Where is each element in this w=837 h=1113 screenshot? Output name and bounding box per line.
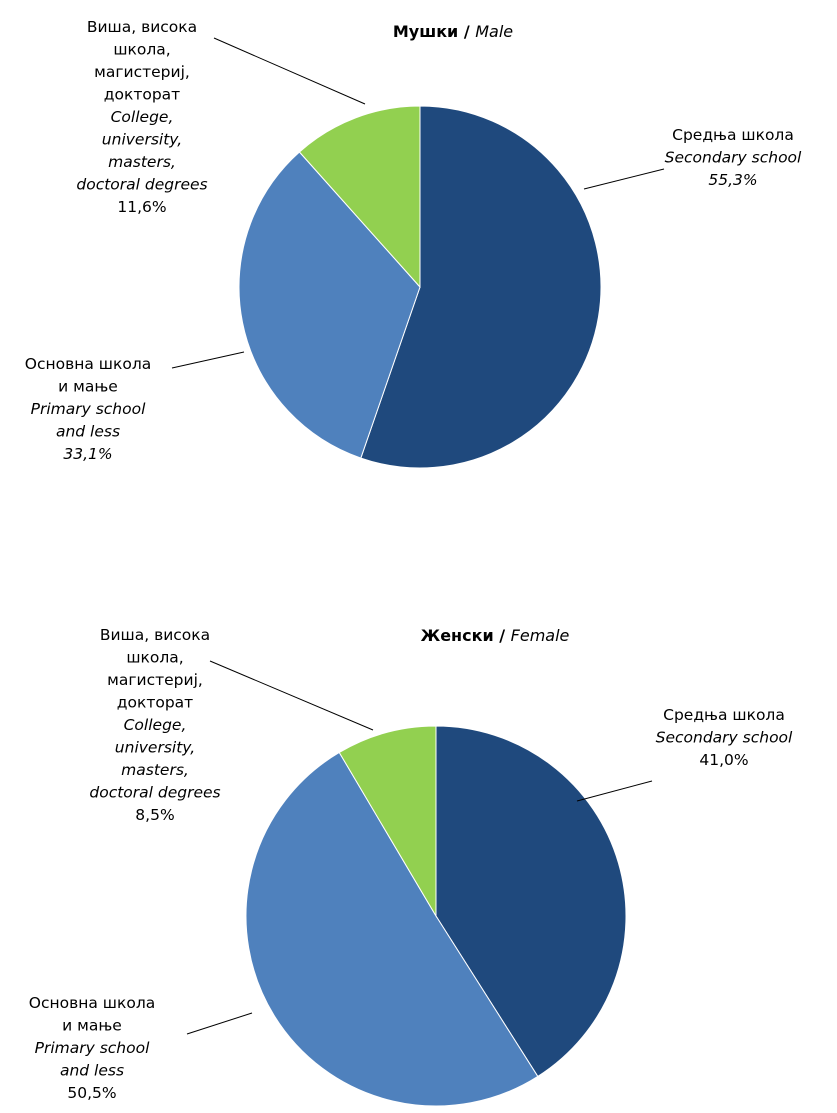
slice-value-label: 50,5% xyxy=(67,1084,116,1102)
leader-line xyxy=(576,780,653,802)
pie-slice xyxy=(238,151,421,459)
slice-label-en: Primary school xyxy=(35,1039,150,1057)
slice-label-sr: Средња школа xyxy=(672,126,794,144)
slice-label-en: and less xyxy=(56,423,120,441)
pie-slice xyxy=(360,105,602,469)
slice-label-en: masters, xyxy=(108,153,176,171)
slice-value-label: 11,6% xyxy=(117,198,166,216)
pie-slice xyxy=(245,751,539,1107)
slice-label-sr: магистериј, xyxy=(94,63,190,81)
pie-chart-male: Мушки / Male Средња школа Secondary school… xyxy=(25,18,802,469)
pie-slice xyxy=(435,725,627,1078)
slice-label-en: university, xyxy=(115,739,195,757)
slice-label-sr: Виша, висока xyxy=(87,18,197,36)
leader-line xyxy=(583,168,665,190)
slice-label-en: Primary school xyxy=(31,400,146,418)
chart-title-sr: Мушки / xyxy=(393,22,475,41)
pie-chart-female: Женски / Female Средња школа Secondary sch… xyxy=(29,626,793,1107)
slice-label-en: doctoral degrees xyxy=(89,784,220,802)
slice-label-sr: и мање xyxy=(58,378,118,396)
slice-label-sr: докторат xyxy=(104,86,180,104)
chart-title-sr: Женски / xyxy=(421,626,511,645)
slice-label-en: Secondary school xyxy=(665,149,802,167)
slice-label-sr: Средња школа xyxy=(663,706,785,724)
leader-line xyxy=(213,37,366,105)
slice-label-sr: докторат xyxy=(117,694,193,712)
slice-label: Виша, висока школа, магистериј, докторат Col… xyxy=(89,626,220,824)
leader-line xyxy=(171,351,245,369)
slice-label-sr: школа, xyxy=(113,41,170,59)
slice-label-en: Secondary school xyxy=(656,729,793,747)
slice-label-en: College, xyxy=(124,716,187,734)
leader-line xyxy=(209,660,374,731)
slice-label: Средња школа Secondary school 41,0% xyxy=(656,706,793,769)
slice-label-en: doctoral degrees xyxy=(76,176,207,194)
chart-title: Женски / Female xyxy=(421,626,570,645)
chart-title: Мушки / Male xyxy=(393,22,513,41)
slice-label-sr: Виша, висока xyxy=(100,626,210,644)
slice-label-sr: Основна школа xyxy=(29,994,155,1012)
slice-label-sr: и мање xyxy=(62,1017,122,1035)
slice-label: Основна школа и мање Primary school and les… xyxy=(25,355,151,463)
chart-title-en: Female xyxy=(511,626,570,645)
leader-line xyxy=(186,1012,253,1035)
slice-label-sr: школа, xyxy=(126,649,183,667)
chart-title-en: Male xyxy=(475,22,513,41)
slice-label-sr: Основна школа xyxy=(25,355,151,373)
slice-label-en: masters, xyxy=(121,761,189,779)
slice-label-en: and less xyxy=(60,1062,124,1080)
slice-value-label: 41,0% xyxy=(699,751,748,769)
slice-label-sr: магистериј, xyxy=(107,671,203,689)
slice-label: Средња школа Secondary school 55,3% xyxy=(665,126,802,189)
slice-value-label: 55,3% xyxy=(708,171,757,189)
slice-label-en: College, xyxy=(111,108,174,126)
slice-label: Виша, висока школа, магистериј, докторат Col… xyxy=(76,18,207,216)
slice-value-label: 8,5% xyxy=(135,806,174,824)
pie-slice xyxy=(298,105,421,289)
pie-slice xyxy=(338,725,437,918)
slice-value-label: 33,1% xyxy=(63,445,112,463)
slice-label-en: university, xyxy=(102,131,182,149)
slice-label: Основна школа и мање Primary school and les… xyxy=(29,994,155,1102)
